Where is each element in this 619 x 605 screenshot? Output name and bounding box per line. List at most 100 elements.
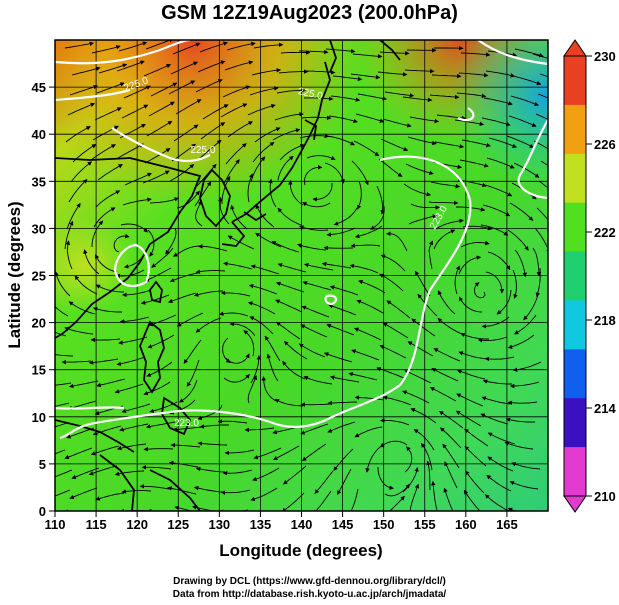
streamline: [312, 490, 332, 511]
streamline: [433, 348, 461, 362]
colorbar-tick-label: 214: [594, 401, 616, 416]
streamline: [141, 465, 172, 470]
streamline: [55, 489, 71, 497]
streamline: [67, 102, 96, 116]
streamline: [487, 432, 516, 445]
streamline: [224, 449, 255, 456]
streamline: [253, 447, 282, 460]
streamline: [326, 227, 356, 237]
streamline: [271, 241, 300, 253]
streamline: [55, 469, 73, 478]
streamline: [379, 440, 408, 448]
streamline: [434, 141, 465, 149]
streamline: [457, 179, 487, 188]
streamline: [403, 183, 432, 197]
streamline: [378, 158, 403, 177]
y-tick-label: 10: [32, 410, 46, 425]
streamline: [299, 49, 329, 55]
streamline: [477, 336, 508, 343]
streamline: [376, 185, 385, 215]
streamline: [113, 233, 130, 253]
streamline: [244, 427, 275, 433]
colorbar-tick-label: 218: [594, 313, 616, 328]
streamline: [144, 148, 171, 164]
streamline: [274, 112, 304, 121]
streamline: [193, 485, 224, 493]
y-tick-label: 25: [32, 269, 46, 284]
x-tick-label: 145: [332, 517, 354, 532]
streamline: [410, 408, 437, 424]
streamline: [455, 410, 482, 427]
streamline: [414, 270, 431, 297]
streamline: [275, 299, 303, 313]
contour-label: 225.0: [297, 86, 324, 102]
streamline: [146, 120, 173, 137]
streamline: [55, 422, 68, 428]
streamline: [507, 400, 538, 405]
streamline: [91, 45, 121, 54]
streamline: [486, 157, 515, 169]
streamline: [404, 446, 413, 473]
streamline: [514, 48, 544, 58]
streamline: [88, 465, 118, 476]
streamline: [116, 443, 147, 451]
x-tick-label: 125: [167, 517, 189, 532]
streamline: [540, 160, 548, 167]
streamline: [436, 114, 467, 121]
streamline: [55, 270, 71, 297]
streamline: [496, 289, 512, 315]
streamline: [402, 96, 433, 103]
streamline: [301, 115, 332, 121]
streamline: [350, 73, 381, 80]
streamline: [220, 489, 251, 495]
x-tick-label: 135: [250, 517, 272, 532]
colorbar-segment: [564, 104, 586, 155]
streamline: [458, 351, 488, 360]
colorbar-segment: [564, 56, 586, 106]
streamline: [439, 427, 462, 449]
streamline: [178, 379, 198, 403]
streamline: [229, 321, 256, 337]
streamline: [297, 243, 327, 251]
streamline: [536, 207, 548, 221]
streamline: [488, 137, 517, 148]
streamline: [170, 442, 201, 448]
streamline: [463, 489, 481, 511]
colorbar-tick-label: 222: [594, 225, 616, 240]
streamline: [61, 359, 92, 365]
streamline: [332, 75, 363, 82]
streamline: [143, 381, 171, 396]
streamline: [280, 50, 311, 55]
streamline: [118, 41, 148, 52]
streamline: [454, 119, 485, 126]
streamline: [354, 225, 383, 239]
streamline: [55, 382, 72, 386]
colorbar-segment: [564, 202, 586, 253]
streamline: [302, 202, 331, 208]
streamline: [186, 359, 200, 387]
streamline: [276, 87, 307, 94]
streamline: [247, 103, 276, 116]
streamline: [404, 68, 435, 74]
streamline: [150, 82, 178, 97]
streamline: [175, 99, 202, 115]
streamline: [379, 344, 407, 359]
y-tick-label: 30: [32, 221, 46, 236]
streamline: [195, 317, 222, 333]
colorbar-segments: [564, 56, 586, 497]
streamline: [64, 447, 93, 460]
streamline: [386, 231, 408, 252]
streamline: [431, 480, 438, 511]
streamline: [250, 264, 280, 275]
streamline: [66, 202, 81, 230]
streamline: [510, 95, 540, 107]
streamline: [144, 267, 172, 282]
streamline: [329, 375, 360, 383]
streamline: [139, 484, 170, 490]
streamline: [195, 200, 203, 227]
y-axis-ticks: 0 5 10 15 20 25 30 35 40 45: [32, 80, 55, 519]
streamline: [353, 140, 380, 157]
streamline: [122, 289, 152, 298]
streamline: [438, 411, 464, 429]
streamline: [298, 343, 326, 358]
